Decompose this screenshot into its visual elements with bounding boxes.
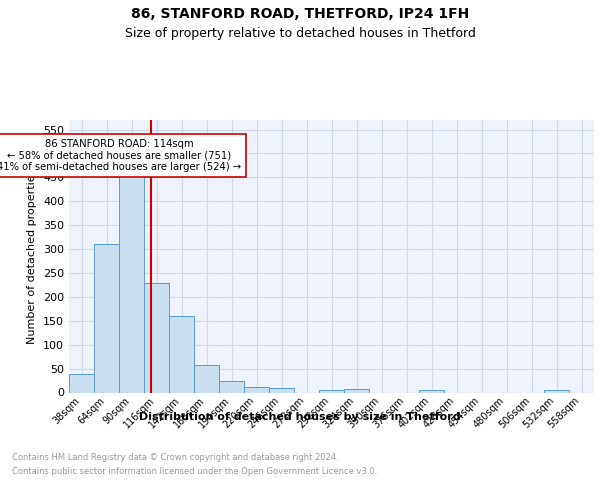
Bar — [419, 390, 443, 392]
Text: Contains HM Land Registry data © Crown copyright and database right 2024.: Contains HM Land Registry data © Crown c… — [12, 452, 338, 462]
Bar — [344, 389, 368, 392]
Bar — [145, 283, 169, 393]
Bar — [119, 174, 143, 392]
Text: Distribution of detached houses by size in Thetford: Distribution of detached houses by size … — [139, 412, 461, 422]
Bar — [244, 387, 269, 392]
Text: Contains public sector information licensed under the Open Government Licence v3: Contains public sector information licen… — [12, 468, 377, 476]
Bar — [544, 390, 569, 392]
Text: Size of property relative to detached houses in Thetford: Size of property relative to detached ho… — [125, 28, 475, 40]
Bar — [70, 374, 94, 392]
Text: 86, STANFORD ROAD, THETFORD, IP24 1FH: 86, STANFORD ROAD, THETFORD, IP24 1FH — [131, 8, 469, 22]
Text: 86 STANFORD ROAD: 114sqm
← 58% of detached houses are smaller (751)
41% of semi-: 86 STANFORD ROAD: 114sqm ← 58% of detach… — [0, 139, 241, 172]
Bar — [220, 380, 244, 392]
Bar — [94, 244, 119, 392]
Bar — [319, 390, 344, 392]
Bar — [169, 316, 194, 392]
Bar — [194, 365, 218, 392]
Y-axis label: Number of detached properties: Number of detached properties — [28, 168, 37, 344]
Bar — [269, 388, 293, 392]
